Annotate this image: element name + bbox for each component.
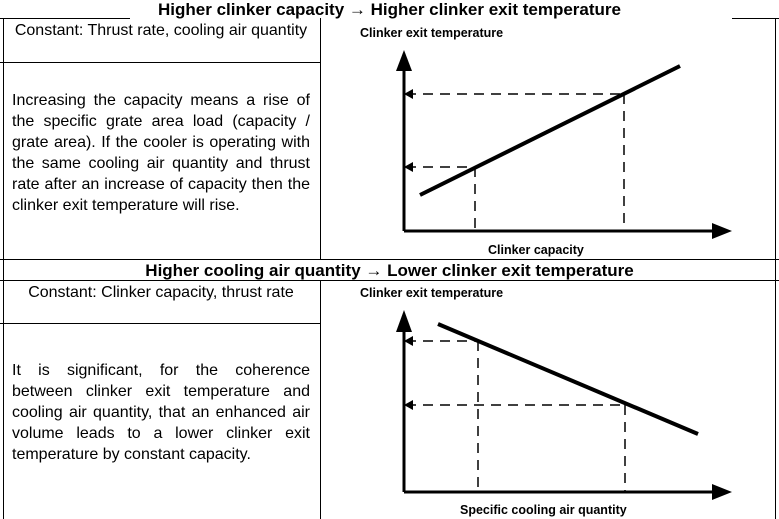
table-rule-mid-title (0, 280, 779, 281)
description-cooling-air: It is significant, for the coherence bet… (12, 362, 310, 463)
constants-capacity: Constant: Thrust rate, cooling air quant… (14, 22, 308, 39)
table-rule-divider-bottom (320, 280, 321, 519)
constants-cooling-air: Constant: Clinker capacity, thrust rate (28, 284, 294, 301)
chart-capacity: Clinker exit temperature Clinker capacit… (360, 26, 732, 257)
table-rule-row1-split (0, 62, 320, 63)
table-rule-row2-split (0, 323, 320, 324)
chart-capacity-ylabel: Clinker exit temperature (360, 26, 503, 40)
chart-cooling-air: Clinker exit temperature Specific coolin… (360, 286, 732, 517)
chart-cooling-air-guides (406, 340, 626, 492)
chart-capacity-guide-arrows (404, 89, 413, 172)
table-rule-divider-top (320, 18, 321, 259)
table-rule-left (3, 18, 4, 519)
chart-capacity-trend-line (419, 64, 681, 197)
chart-cooling-air-xlabel: Specific cooling air quantity (460, 503, 627, 517)
chart-cooling-air-ylabel: Clinker exit temperature (360, 286, 503, 300)
chart-capacity-guides (406, 93, 625, 231)
chart-cooling-air-trend-line (437, 322, 699, 436)
description-capacity: Increasing the capacity means a rise of … (12, 92, 310, 214)
table-rule-top-right (732, 18, 779, 19)
chart-capacity-axes (396, 50, 732, 239)
chart-cooling-air-axes (396, 310, 732, 500)
table-rule-middle (0, 259, 779, 260)
chart-capacity-xlabel: Clinker capacity (488, 243, 584, 257)
section-title-capacity: Higher clinker capacity → Higher clinker… (158, 0, 621, 19)
table-rule-top (0, 18, 130, 19)
section-title-cooling-air: Higher cooling air quantity → Lower clin… (145, 261, 634, 280)
table-rule-right (775, 18, 776, 519)
chart-cooling-air-guide-arrows (404, 336, 413, 410)
